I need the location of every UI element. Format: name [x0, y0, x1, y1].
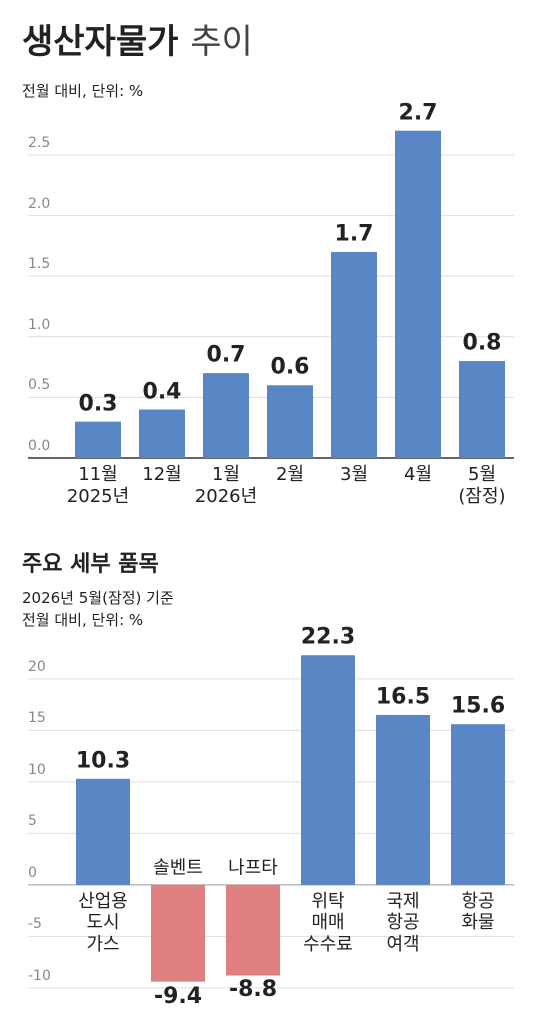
bar	[301, 655, 355, 885]
value-label: 0.7	[206, 342, 246, 368]
x-tick-label: 위탁 매매 수수료	[303, 890, 353, 956]
title-light: 추이	[190, 22, 253, 62]
x-tick-label: 3월	[339, 464, 369, 485]
title: 생산자물가 추이	[22, 22, 253, 63]
value-label: 16.5	[375, 684, 431, 710]
y-tick-label: -10	[28, 968, 51, 985]
y-tick-label: -5	[28, 916, 42, 933]
x-tick-label: 11월 2025년	[66, 464, 130, 507]
x-tick-label: 국제 항공 여객	[386, 890, 420, 956]
bar	[75, 421, 121, 458]
x-tick-label: 12월	[142, 464, 182, 485]
y-tick-label: 0	[28, 865, 37, 882]
x-tick-label: 솔벤트	[153, 857, 203, 879]
x-tick-label: 산업용 도시 가스	[78, 890, 128, 956]
y-tick-label: 15	[28, 710, 46, 727]
bar	[459, 361, 505, 458]
bar	[203, 373, 249, 458]
x-tick-label: 항공 화물	[461, 890, 495, 934]
y-tick-label: 5	[28, 813, 37, 830]
y-tick-label: 10	[28, 762, 46, 779]
y-tick-label: 2.5	[28, 135, 51, 152]
value-label: 2.7	[398, 100, 438, 126]
value-label: 10.3	[75, 748, 131, 774]
value-label: -8.8	[228, 977, 278, 1003]
subtitle: 2026년 5월(잠정) 기준 전월 대비, 단위: %	[22, 589, 174, 629]
value-label: 15.6	[450, 693, 506, 719]
y-tick-label: 20	[28, 659, 46, 676]
x-tick-label: 1월 2026년	[194, 464, 258, 507]
y-tick-label: 1.0	[28, 316, 51, 333]
bar	[76, 778, 130, 885]
y-tick-label: 0.5	[28, 377, 51, 394]
x-tick-label: 2월	[275, 464, 305, 485]
title-bold: 생산자물가	[22, 22, 179, 62]
bar	[331, 251, 377, 458]
value-label: -9.4	[153, 983, 203, 1009]
x-tick-label: 4월	[403, 464, 433, 485]
bar	[139, 409, 185, 458]
value-label: 0.4	[142, 379, 182, 405]
bar	[451, 724, 505, 885]
y-tick-label: 1.5	[28, 256, 51, 273]
value-label: 0.3	[78, 391, 118, 417]
value-label: 0.6	[270, 354, 310, 380]
chart-title: 주요 세부 품목	[22, 552, 159, 577]
x-tick-label: 나프타	[228, 857, 278, 879]
x-tick-label: 5월 (잠정)	[458, 464, 506, 507]
y-tick-label: 2.0	[28, 195, 51, 212]
subtitle: 전월 대비, 단위: %	[22, 82, 144, 100]
y-tick-label: 0.0	[28, 438, 51, 455]
bar	[267, 385, 313, 458]
bar	[151, 884, 205, 982]
bar	[226, 884, 280, 976]
value-label: 22.3	[300, 624, 356, 650]
bar	[376, 714, 430, 885]
value-label: 0.8	[462, 330, 502, 356]
value-label: 1.7	[334, 221, 374, 247]
bar	[395, 130, 441, 458]
